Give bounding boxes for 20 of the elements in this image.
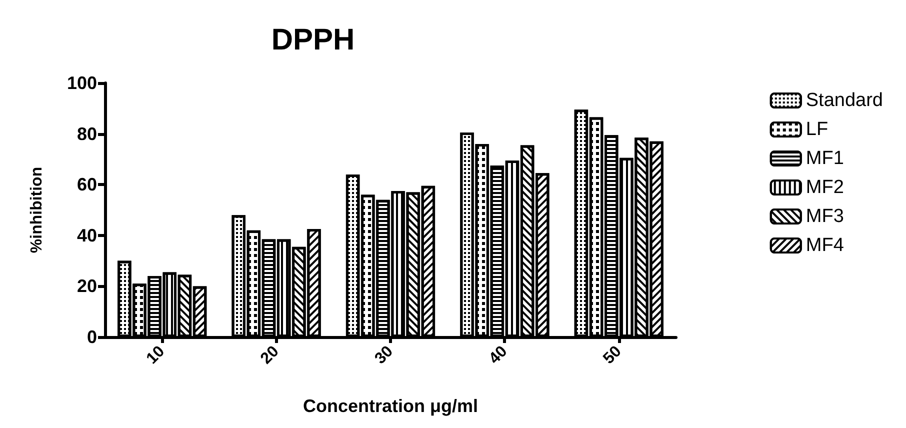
chart-title: DPPH [271,24,355,56]
legend-label: MF4 [806,235,844,256]
legend-label: LF [806,119,828,140]
x-tick-label: 10 [144,342,168,368]
legend-label: MF2 [806,177,844,198]
x-tick-label: 50 [600,342,625,368]
y-tick-label: 60 [76,174,97,195]
y-axis-title: %inhibition [28,166,46,254]
legend-label: MF3 [806,206,844,227]
x-tick-label: 20 [258,342,282,368]
legend-label: Standard [806,90,884,111]
y-tick-label: 100 [66,73,97,93]
y-tick-label: 40 [76,225,97,246]
x-tick-label: 30 [372,342,397,368]
x-tick-label: 40 [486,342,511,368]
x-axis-title: Concentration μg/ml [302,396,478,416]
legend-label: MF1 [806,148,844,169]
y-tick-label: 0 [86,327,97,347]
y-tick-label: 80 [76,124,97,144]
y-tick-label: 20 [76,276,97,296]
